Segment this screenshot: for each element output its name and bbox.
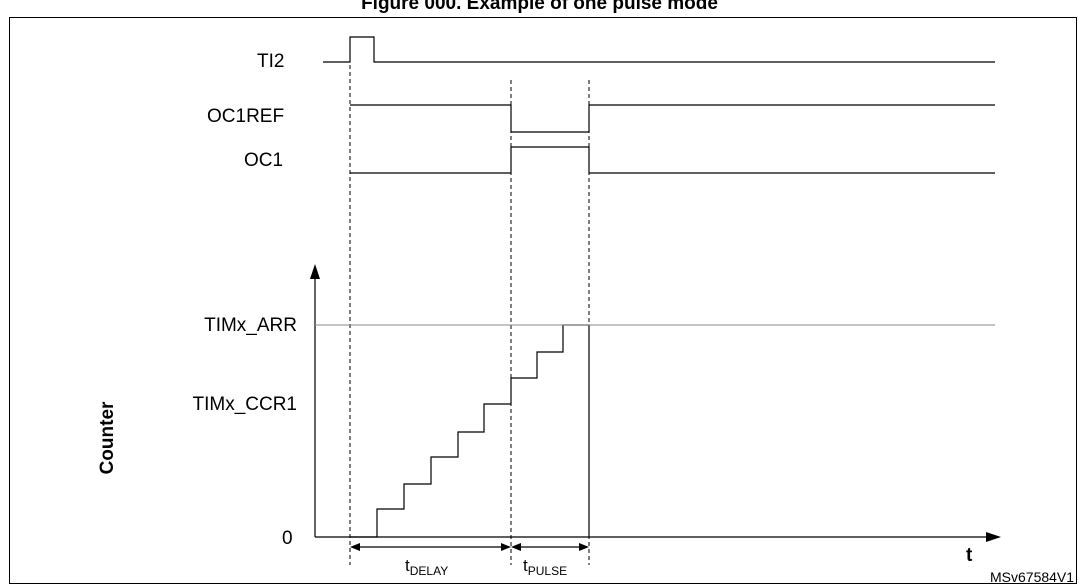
counter-staircase — [350, 324, 590, 538]
signal-label-oc1ref: OC1REF — [207, 106, 285, 127]
signal-label-ti2: TI2 — [257, 51, 285, 72]
counter-axis-label: Counter — [97, 401, 118, 475]
pulse-arrow-left — [511, 543, 521, 551]
level-label-zero: 0 — [282, 528, 293, 549]
pulse-arrow-right — [579, 543, 589, 551]
oc1ref-waveform — [350, 104, 995, 133]
pulse-label-sub: PULSE — [527, 564, 568, 578]
ti2-waveform — [323, 36, 995, 63]
pulse-label-base: t — [523, 556, 528, 575]
oc1-waveform — [350, 146, 995, 174]
pulse-interval-label: tPULSE — [523, 556, 567, 581]
level-label-arr: TIMx_ARR — [204, 315, 297, 336]
title-mask — [0, 0, 1079, 11]
figure-title: Figure 000. Example of one pulse mode — [361, 0, 718, 14]
delay-label-base: t — [405, 556, 410, 575]
delay-arrow-right — [501, 543, 511, 551]
signal-label-oc1: OC1 — [244, 150, 284, 171]
level-label-ccr1: TIMx_CCR1 — [192, 394, 297, 415]
delay-label-sub: DELAY — [409, 564, 449, 578]
figure-reference-id: MSv67584V1 — [990, 569, 1075, 585]
y-axis-arrow — [310, 264, 320, 279]
figure-frame — [9, 17, 1077, 584]
x-axis-arrow — [986, 532, 1001, 542]
delay-arrow-left — [350, 543, 360, 551]
time-axis-label: t — [966, 545, 973, 566]
delay-interval-label: tDELAY — [405, 556, 448, 581]
